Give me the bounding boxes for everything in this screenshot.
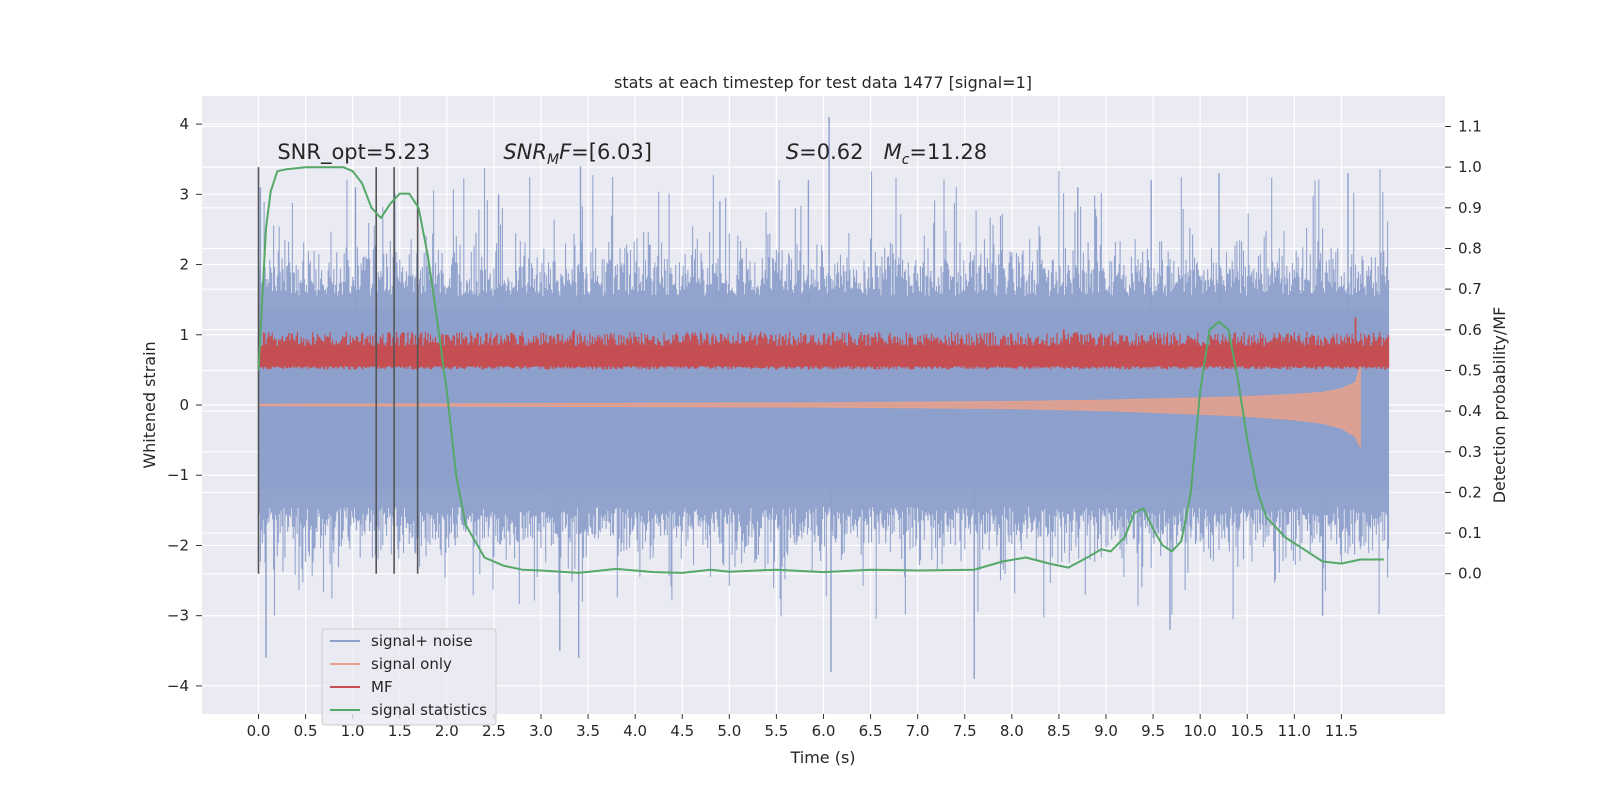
legend-label: signal+ noise xyxy=(371,632,473,650)
y-tick-label: 3 xyxy=(179,185,189,203)
annotation-snr-opt: SNR_opt=5.23 xyxy=(277,140,430,165)
y2-axis-label: Detection probability/MF xyxy=(1490,307,1509,504)
x-tick-label: 5.0 xyxy=(717,722,741,740)
y2-tick-label: 0.5 xyxy=(1458,361,1482,379)
x-tick-label: 11.0 xyxy=(1278,722,1311,740)
x-axis-ticks: 0.0 0.5 1.0 1.5 2.0 2.5 3.0 3.5 4.0 4.5 5.0 5.5 6.0 6… xyxy=(247,714,1358,740)
merger-markers xyxy=(257,167,419,574)
x-tick-label: 10.0 xyxy=(1183,722,1216,740)
legend-frame xyxy=(321,628,497,726)
y-axis-label: Whitened strain xyxy=(140,341,159,468)
right-y-axis-ticks: 1.1 1.0 0.9 0.8 0.7 0.6 0.5 0.4 0.3 0.2 0.1 0.0 xyxy=(1445,117,1482,583)
legend-label: MF xyxy=(371,678,393,696)
x-tick-label: 3.5 xyxy=(576,722,600,740)
y-tick-label: −3 xyxy=(167,607,189,625)
x-tick-label: 6.5 xyxy=(859,722,883,740)
y-tick-label: −4 xyxy=(167,677,189,695)
y2-tick-label: 0.4 xyxy=(1458,402,1482,420)
legend: signal+ noise signal only MF signal statist… xyxy=(321,628,497,726)
x-axis-label: Time (s) xyxy=(789,748,855,767)
signal-statistics-series xyxy=(257,166,1384,574)
x-tick-label: 9.5 xyxy=(1141,722,1165,740)
legend-label: signal statistics xyxy=(371,701,487,719)
y-tick-label: 1 xyxy=(179,326,189,344)
y-tick-label: 4 xyxy=(179,115,189,133)
legend-label: signal only xyxy=(371,655,452,673)
y-tick-label: −1 xyxy=(167,466,189,484)
signal-only-series xyxy=(258,366,1361,448)
x-tick-label: 1.5 xyxy=(388,722,412,740)
x-tick-label: 4.5 xyxy=(670,722,694,740)
x-tick-label: 3.0 xyxy=(529,722,553,740)
annotation-snr-mf: SNRMF=[6.03] xyxy=(503,140,652,168)
y-tick-label: 0 xyxy=(179,396,189,414)
annotations: SNR_opt=5.23 SNRMF=[6.03] S=0.62 Mc=11.28 xyxy=(277,140,987,168)
x-tick-label: 2.0 xyxy=(435,722,459,740)
annotation-s-mc: S=0.62 Mc=11.28 xyxy=(786,140,987,168)
x-tick-label: 7.5 xyxy=(953,722,977,740)
y2-tick-label: 0.2 xyxy=(1458,483,1482,501)
y2-tick-label: 0.6 xyxy=(1458,321,1482,339)
y2-tick-label: 1.1 xyxy=(1458,117,1482,135)
y2-tick-label: 0.8 xyxy=(1458,239,1482,257)
x-tick-label: 11.5 xyxy=(1325,722,1358,740)
y2-tick-label: 0.9 xyxy=(1458,199,1482,217)
chart-title: stats at each timestep for test data 147… xyxy=(614,73,1032,92)
y2-tick-label: 0.1 xyxy=(1458,524,1482,542)
x-tick-label: 10.5 xyxy=(1231,722,1264,740)
x-tick-label: 7.0 xyxy=(906,722,930,740)
left-y-axis-ticks: 4 3 2 1 0 −1 −2 −3 −4 xyxy=(167,115,202,695)
x-tick-label: 9.0 xyxy=(1094,722,1118,740)
x-tick-label: 8.5 xyxy=(1047,722,1071,740)
x-tick-label: 8.0 xyxy=(1000,722,1024,740)
y-tick-label: −2 xyxy=(167,536,189,554)
x-tick-label: 1.0 xyxy=(341,722,365,740)
y2-tick-label: 0.0 xyxy=(1458,565,1482,583)
x-tick-label: 6.0 xyxy=(812,722,836,740)
x-tick-label: 5.5 xyxy=(764,722,788,740)
y-tick-label: 2 xyxy=(179,256,189,274)
x-tick-label: 4.0 xyxy=(623,722,647,740)
y2-tick-label: 1.0 xyxy=(1458,158,1482,176)
x-tick-label: 0.5 xyxy=(294,722,318,740)
signal-statistics-line xyxy=(257,166,1384,574)
y2-tick-label: 0.3 xyxy=(1458,443,1482,461)
y2-tick-label: 0.7 xyxy=(1458,280,1482,298)
noise-peaks xyxy=(259,117,1349,679)
x-tick-label: 0.0 xyxy=(247,722,271,740)
x-tick-label: 2.5 xyxy=(482,722,506,740)
signal-only-band xyxy=(258,366,1361,448)
